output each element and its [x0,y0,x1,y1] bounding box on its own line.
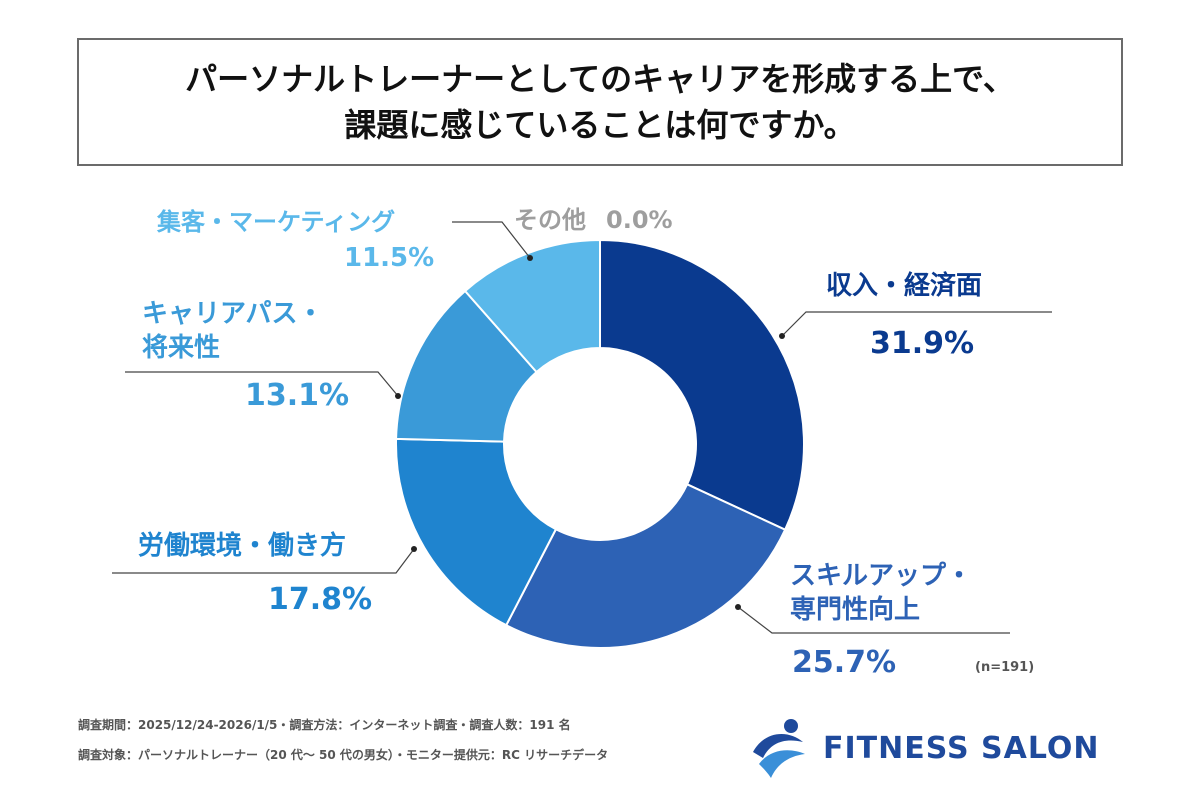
leader-career [125,371,399,397]
label-other-value: 0.0% [606,206,673,234]
slice-career [395,289,538,443]
logo-text: FITNESS SALON [823,730,1100,766]
leader-skill-dot [735,604,741,610]
chart-title-line2: 課題に感じていることは何ですか。 [344,106,856,144]
fitness-salon-logo-icon [753,719,805,778]
fitness-salon-logo: FITNESS SALON [745,712,1145,784]
slice-skill [504,483,787,649]
label-work-category: 労働環境・働き方 [138,531,347,561]
leader-income-dot [779,333,785,339]
leader-skill [737,606,1010,634]
footer-survey-target: 調査対象：パーソナルトレーナー（20 代～ 50 代の男女）・モニター提供元：R… [78,748,609,762]
leader-marketing [452,221,531,259]
sample-size: (n=191) [975,660,1035,675]
label-other-category: その他 [514,206,586,234]
label-work-value: 17.8% [268,582,373,617]
label-skill-category-line2: 専門性向上 [790,595,921,625]
leader-marketing-dot [527,255,533,261]
label-marketing-category: 集客・マーケティング [157,208,396,236]
leader-work [112,548,415,574]
footer-survey-period: 調査期間：2025/12/24-2026/1/5・調査方法：インターネット調査・… [78,718,571,732]
chart-title-line1: パーソナルトレーナーとしてのキャリアを形成する上で、 [185,60,1015,98]
label-career-category-line2: 将来性 [142,333,221,363]
leader-career-dot [395,393,401,399]
title-box: パーソナルトレーナーとしてのキャリアを形成する上で、 課題に感じていることは何で… [77,38,1123,166]
slice-work [395,437,558,627]
label-skill-category-line1: スキルアップ・ [790,561,973,591]
label-marketing-value: 11.5% [344,243,435,273]
leader-income [781,311,1052,337]
label-career-category-line1: キャリアパス・ [142,299,324,329]
slice-marketing [463,238,601,374]
label-income-category: 収入・経済面 [826,271,983,301]
label-skill-value: 25.7% [792,645,897,680]
leader-work-dot [411,546,417,552]
label-career-value: 13.1% [245,378,350,413]
label-income-value: 31.9% [870,326,975,361]
slice-income [599,238,805,532]
